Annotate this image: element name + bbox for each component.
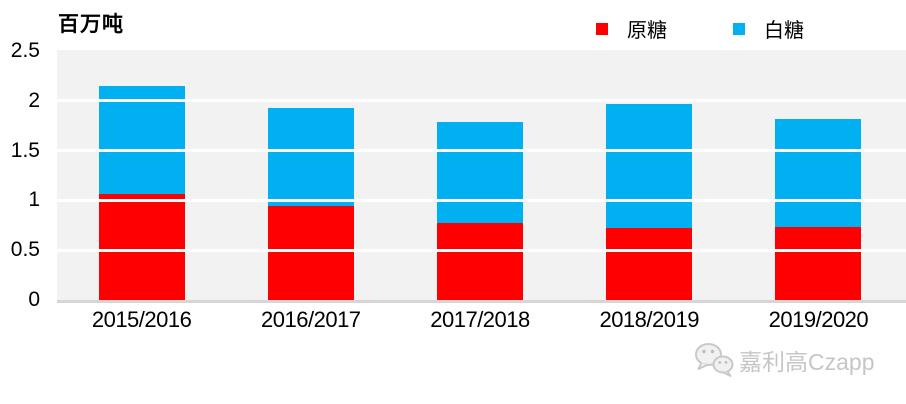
stacked-bar-2018/2019 [606,103,693,300]
bar-slot [565,50,734,300]
bar-slot [226,50,395,300]
y-tick-label: 0 [28,288,40,311]
bar-segment-白糖 [267,107,354,207]
x-axis-line [57,300,906,303]
y-tick-label: 2.5 [10,39,40,62]
brand-text: 嘉利高Czapp [739,349,875,375]
gridline [57,198,906,202]
x-tick-label: 2019/2020 [768,307,869,332]
legend: 原糖 白糖 [596,14,804,43]
y-tick-label: 1.5 [10,138,40,162]
bar-segment-白糖 [98,85,185,195]
x-tick-label: 2015/2016 [91,307,192,332]
bar-slot [734,50,903,300]
bar-segment-白糖 [437,121,523,224]
y-tick-label: 1 [28,188,40,212]
x-tick-label: 2017/2018 [430,307,530,332]
gridline [57,149,906,153]
gridline [57,99,906,103]
x-tick-label: 2018/2019 [599,307,699,332]
legend-item-white-sugar: 白糖 [733,14,804,43]
x-axis-labels: 2015/2016 2016/2017 2017/2018 2018/2019 2019… [57,307,903,333]
gridline [57,248,906,252]
legend-swatch-white-sugar [733,22,745,35]
wechat-icon [695,343,734,377]
bar-segment-原糖 [606,228,693,300]
y-axis-unit-label: 百万吨 [58,11,124,36]
stacked-bar-2015/2016 [98,85,185,300]
bar-segment-原糖 [267,206,354,300]
y-axis-labels: 0 0.5 1 1.5 2 2.5 [0,39,42,311]
x-tick-label: 2016/2017 [261,307,361,332]
bars [57,50,903,300]
y-tick-label: 0.5 [10,238,40,262]
brand-watermark: 嘉利高Czapp [694,341,874,379]
legend-label-white-sugar: 白糖 [764,20,804,42]
bar-segment-原糖 [775,227,862,300]
bar-segment-原糖 [98,194,185,300]
bar-slot [395,50,564,300]
legend-item-raw-sugar: 原糖 [596,14,667,43]
y-tick-label: 2 [28,88,40,112]
stacked-bar-2016/2017 [267,107,354,300]
bar-segment-原糖 [437,223,523,300]
plot-area [57,50,906,300]
legend-label-raw-sugar: 原糖 [627,20,667,42]
stacked-bar-2017/2018 [437,121,523,300]
bar-segment-白糖 [775,118,862,228]
stacked-bar-2019/2020 [775,118,862,300]
bar-slot [57,50,226,300]
legend-swatch-raw-sugar [596,22,608,35]
bar-segment-白糖 [606,103,693,229]
